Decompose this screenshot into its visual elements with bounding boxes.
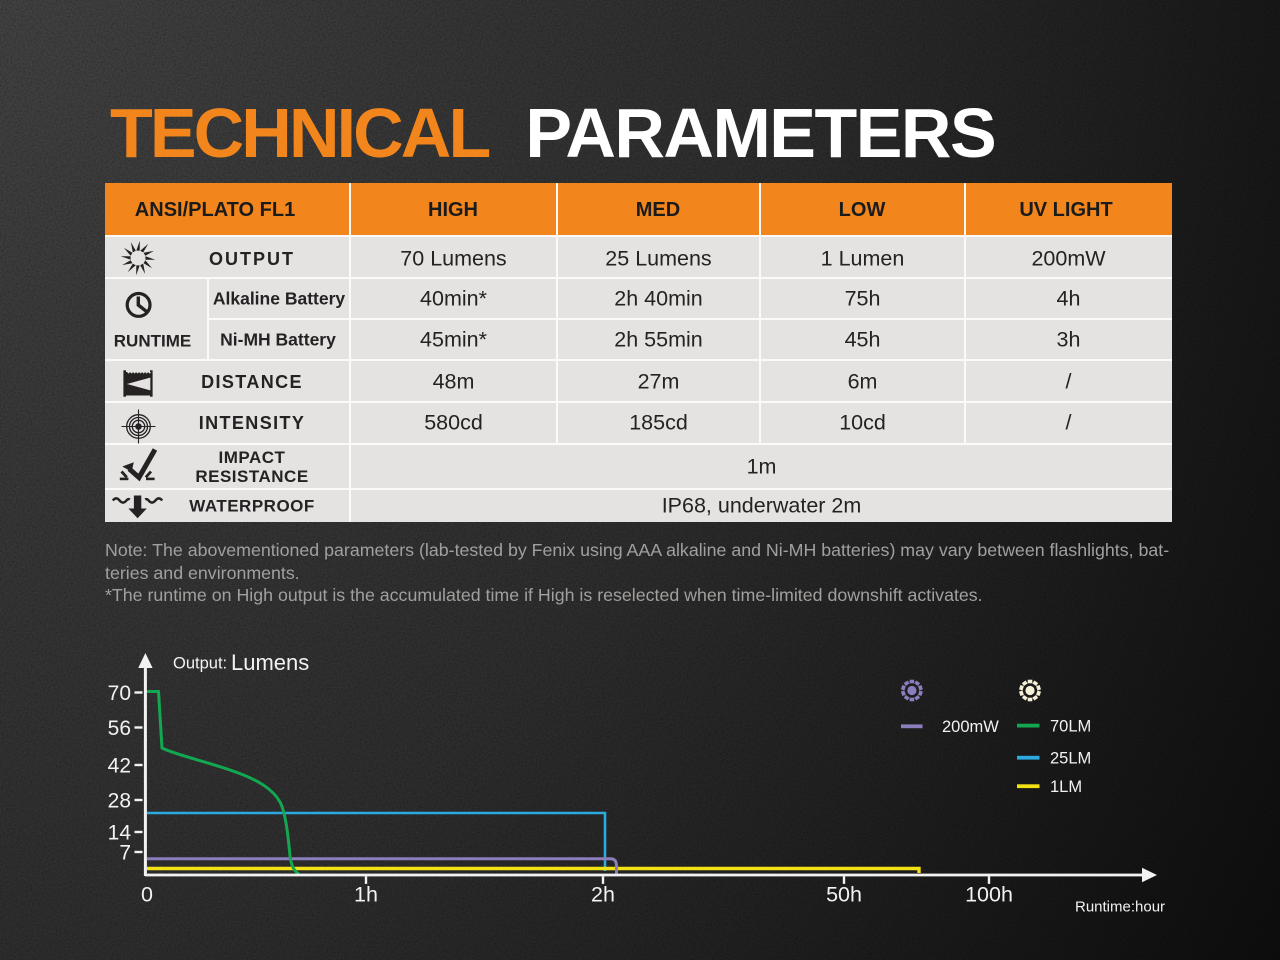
svg-text:56: 56 <box>108 717 131 740</box>
svg-text:7: 7 <box>119 841 131 864</box>
svg-text:1LM: 1LM <box>1050 778 1082 796</box>
svg-text:42: 42 <box>108 754 131 777</box>
svg-text:Runtime:hour: Runtime:hour <box>1075 899 1165 916</box>
svg-text:0: 0 <box>141 883 153 907</box>
svg-text:70: 70 <box>108 682 131 705</box>
svg-text:50h: 50h <box>826 883 862 907</box>
svg-text:Lumens: Lumens <box>231 650 309 675</box>
svg-text:100h: 100h <box>965 883 1013 907</box>
svg-text:2h: 2h <box>591 883 615 907</box>
svg-text:70LM: 70LM <box>1050 718 1091 736</box>
svg-text:200mW: 200mW <box>942 718 999 736</box>
svg-text:25LM: 25LM <box>1050 750 1091 768</box>
svg-text:1h: 1h <box>354 883 378 907</box>
svg-text:Output:: Output: <box>173 655 227 673</box>
svg-text:14: 14 <box>108 821 132 844</box>
svg-text:28: 28 <box>108 789 131 812</box>
